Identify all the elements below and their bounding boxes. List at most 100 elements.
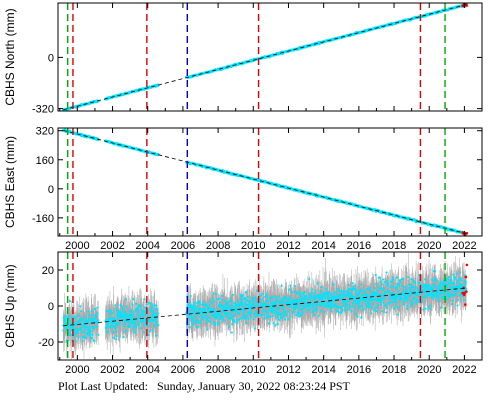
- data-point: [268, 296, 271, 299]
- data-point: [243, 316, 246, 319]
- data-point: [225, 308, 229, 311]
- data-point: [128, 313, 132, 316]
- data-point: [285, 297, 288, 300]
- data-point: [138, 321, 141, 324]
- data-point: [192, 323, 195, 326]
- data-point: [106, 325, 109, 328]
- data-point: [154, 313, 157, 316]
- data-point: [245, 314, 248, 317]
- data-point: [309, 293, 312, 297]
- data-point: [189, 294, 192, 298]
- data-point: [294, 304, 297, 307]
- data-point: [263, 309, 266, 313]
- data-point: [63, 314, 66, 318]
- data-point: [208, 303, 211, 307]
- data-point: [268, 304, 271, 307]
- data-point: [187, 322, 190, 326]
- data-point: [114, 304, 117, 307]
- data-point: [97, 319, 100, 322]
- data-point: [84, 336, 87, 339]
- data-point: [208, 307, 211, 310]
- data-point: [73, 330, 76, 334]
- data-point: [202, 316, 206, 319]
- data-point: [218, 304, 221, 308]
- data-point: [188, 301, 191, 304]
- data-point: [227, 326, 230, 329]
- data-point: [131, 313, 134, 316]
- data-point: [121, 308, 125, 311]
- data-point: [295, 291, 298, 294]
- data-point: [280, 312, 283, 315]
- data-point: [115, 335, 118, 338]
- data-point: [137, 310, 140, 313]
- data-point: [69, 326, 73, 329]
- data-point: [264, 303, 267, 306]
- data-point: [143, 324, 146, 327]
- data-point: [105, 330, 108, 333]
- data-point: [96, 321, 99, 324]
- data-point: [194, 307, 198, 310]
- data-point: [265, 293, 268, 296]
- data-point: [221, 308, 224, 311]
- data-point: [195, 319, 199, 322]
- data-point: [279, 316, 282, 319]
- data-point: [133, 322, 137, 325]
- data-point: [310, 291, 313, 294]
- data-point: [211, 297, 214, 301]
- data-point: [85, 326, 89, 329]
- data-point: [95, 315, 98, 318]
- data-point: [133, 315, 136, 318]
- data-point: [75, 330, 79, 333]
- data-point: [107, 323, 110, 326]
- data-point: [288, 315, 291, 318]
- data-point: [148, 320, 152, 323]
- data-point: [83, 328, 86, 331]
- data-point: [306, 295, 309, 298]
- data-point: [241, 315, 245, 318]
- data-point: [94, 307, 97, 310]
- data-point: [87, 310, 90, 313]
- data-point: [221, 294, 224, 298]
- data-point: [192, 309, 196, 312]
- data-point: [245, 322, 248, 325]
- data-point: [204, 312, 207, 315]
- data-point: [254, 296, 257, 300]
- data-point: [80, 310, 83, 313]
- data-point: [297, 302, 300, 305]
- data-point: [255, 310, 258, 314]
- data-point: [203, 308, 206, 311]
- data-point: [300, 299, 304, 303]
- data-point: [83, 315, 86, 318]
- data-point: [212, 300, 216, 303]
- data-point: [245, 317, 248, 320]
- data-point: [202, 303, 205, 306]
- data-point: [72, 327, 75, 330]
- data-point: [290, 290, 293, 294]
- data-point: [89, 334, 92, 337]
- data-point: [193, 301, 196, 304]
- data-point: [287, 318, 290, 321]
- data-point: [134, 320, 137, 323]
- data-point: [240, 308, 243, 311]
- data-point: [90, 314, 93, 317]
- data-point: [202, 301, 205, 304]
- data-point: [228, 306, 232, 310]
- data-point: [108, 320, 111, 324]
- data-point: [156, 321, 159, 324]
- data-point: [192, 312, 195, 315]
- data-point: [303, 291, 306, 294]
- data-point: [246, 295, 249, 299]
- data-point: [244, 301, 247, 304]
- data-point: [124, 329, 128, 332]
- data-point: [272, 296, 275, 299]
- data-point: [142, 331, 146, 334]
- data-point: [77, 314, 80, 318]
- x-tick-label: 2000: [65, 240, 89, 252]
- data-point: [205, 321, 209, 325]
- data-point: [264, 295, 267, 299]
- data-point: [297, 315, 301, 318]
- data-point: [76, 328, 79, 331]
- data-point: [132, 325, 135, 328]
- data-point: [204, 302, 208, 306]
- data-point: [220, 315, 223, 318]
